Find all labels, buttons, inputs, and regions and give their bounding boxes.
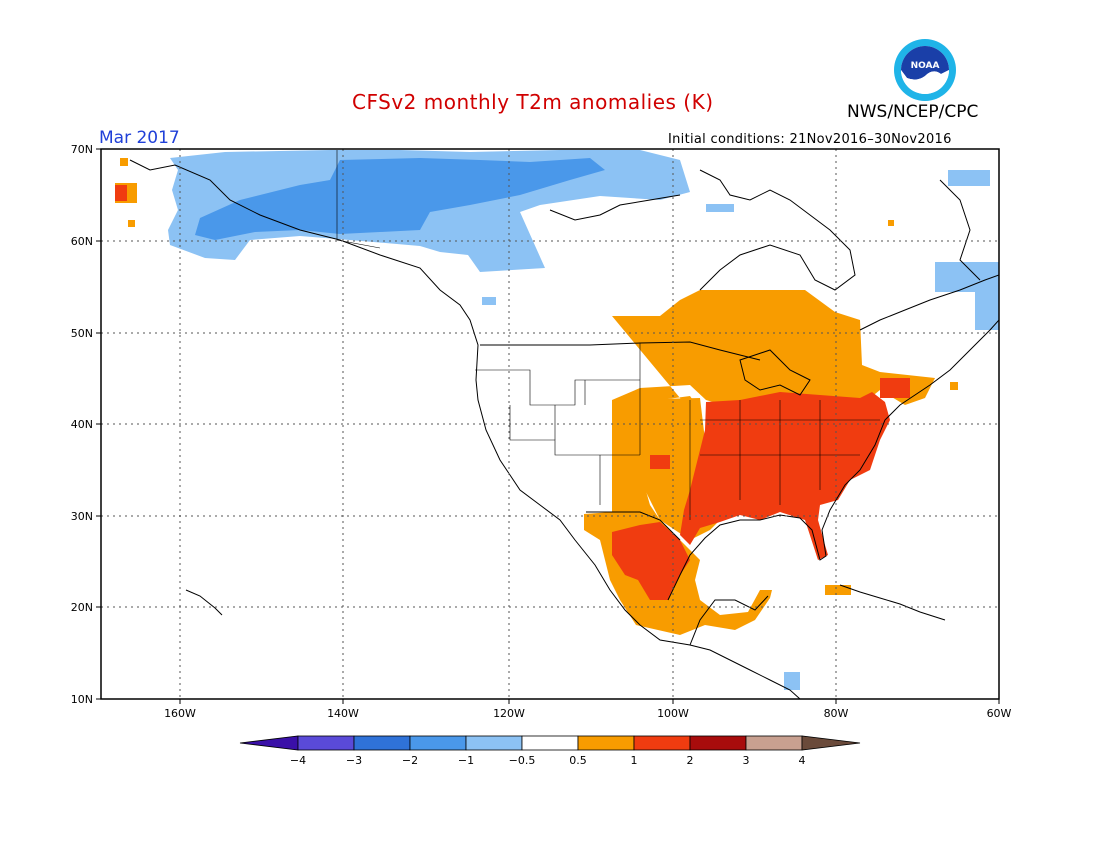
lon-label: 100W	[657, 707, 689, 720]
initial-conditions: Initial conditions: 21Nov2016–30Nov2016	[668, 132, 952, 147]
tick-marks	[96, 148, 1000, 704]
lon-label: 60W	[987, 707, 1012, 720]
legend-label: 0.5	[569, 754, 587, 767]
warm-anomaly-hudson	[888, 220, 894, 226]
legend-swatch	[689, 735, 747, 751]
warm-anomaly-strong-ny	[880, 378, 910, 398]
lat-label: 60N	[71, 235, 93, 248]
latitude-labels: 70N 60N 50N 40N 30N 20N 10N	[71, 143, 93, 706]
lon-label: 160W	[164, 707, 196, 720]
cold-anomaly-panama	[784, 672, 800, 690]
lon-label: 140W	[327, 707, 359, 720]
warm-anomaly-nova	[950, 382, 958, 390]
cold-anomaly-medium	[195, 158, 605, 240]
cold-anomaly-small	[706, 204, 734, 212]
legend-label: 2	[687, 754, 694, 767]
legend-swatch	[297, 735, 355, 751]
lat-label: 20N	[71, 601, 93, 614]
legend-label: −2	[402, 754, 418, 767]
cold-anomaly-bc	[482, 297, 496, 305]
lon-label: 80W	[824, 707, 849, 720]
chart-title: CFSv2 monthly T2m anomalies (K)	[352, 90, 714, 114]
graticule	[101, 149, 999, 699]
legend-swatch	[745, 735, 803, 751]
legend-swatch	[521, 735, 579, 751]
cold-anomaly-labrador-b	[975, 288, 999, 330]
warm-anomaly-alaska-dot	[120, 158, 128, 166]
legend-swatch	[633, 735, 691, 751]
strong-anomaly-alaska-west	[115, 185, 127, 201]
legend-swatch	[465, 735, 523, 751]
agency-label: NWS/NCEP/CPC	[847, 102, 979, 122]
legend-swatch	[353, 735, 411, 751]
warm-anomaly-caribbean	[825, 585, 851, 595]
warm-anomaly-strong-kansas	[650, 455, 670, 469]
legend-label: −1	[458, 754, 474, 767]
legend-swatch	[239, 735, 299, 751]
lat-label: 10N	[71, 693, 93, 706]
legend-label: −4	[290, 754, 306, 767]
warm-anomaly-strong-mexico	[612, 522, 690, 600]
valid-month: Mar 2017	[99, 128, 180, 148]
legend-swatch	[801, 735, 861, 751]
legend-swatch	[577, 735, 635, 751]
warm-anomaly-region	[115, 158, 958, 635]
legend-swatch	[409, 735, 467, 751]
legend-label: −3	[346, 754, 362, 767]
lat-label: 30N	[71, 510, 93, 523]
cold-anomaly-region	[168, 150, 999, 690]
cold-anomaly-arctic	[948, 170, 990, 186]
coastlines	[129, 159, 999, 699]
lat-label: 40N	[71, 418, 93, 431]
state-borders	[336, 150, 880, 520]
noaa-logo-icon: NOAA	[893, 38, 957, 102]
warm-anomaly-strong-east	[680, 392, 890, 560]
color-scale-legend: −4 −3 −2 −1 −0.5 0.5 1 2 3 4	[239, 735, 861, 767]
warm-anomaly-alaska-dot2	[128, 220, 135, 227]
logo-text: NOAA	[911, 61, 940, 71]
legend-label: 1	[631, 754, 638, 767]
legend-label: 3	[743, 754, 750, 767]
longitude-labels: 160W 140W 120W 100W 80W 60W	[164, 707, 1011, 720]
legend-label: −0.5	[509, 754, 536, 767]
lon-label: 120W	[493, 707, 525, 720]
lat-label: 70N	[71, 143, 93, 156]
legend-label: 4	[799, 754, 806, 767]
lat-label: 50N	[71, 327, 93, 340]
